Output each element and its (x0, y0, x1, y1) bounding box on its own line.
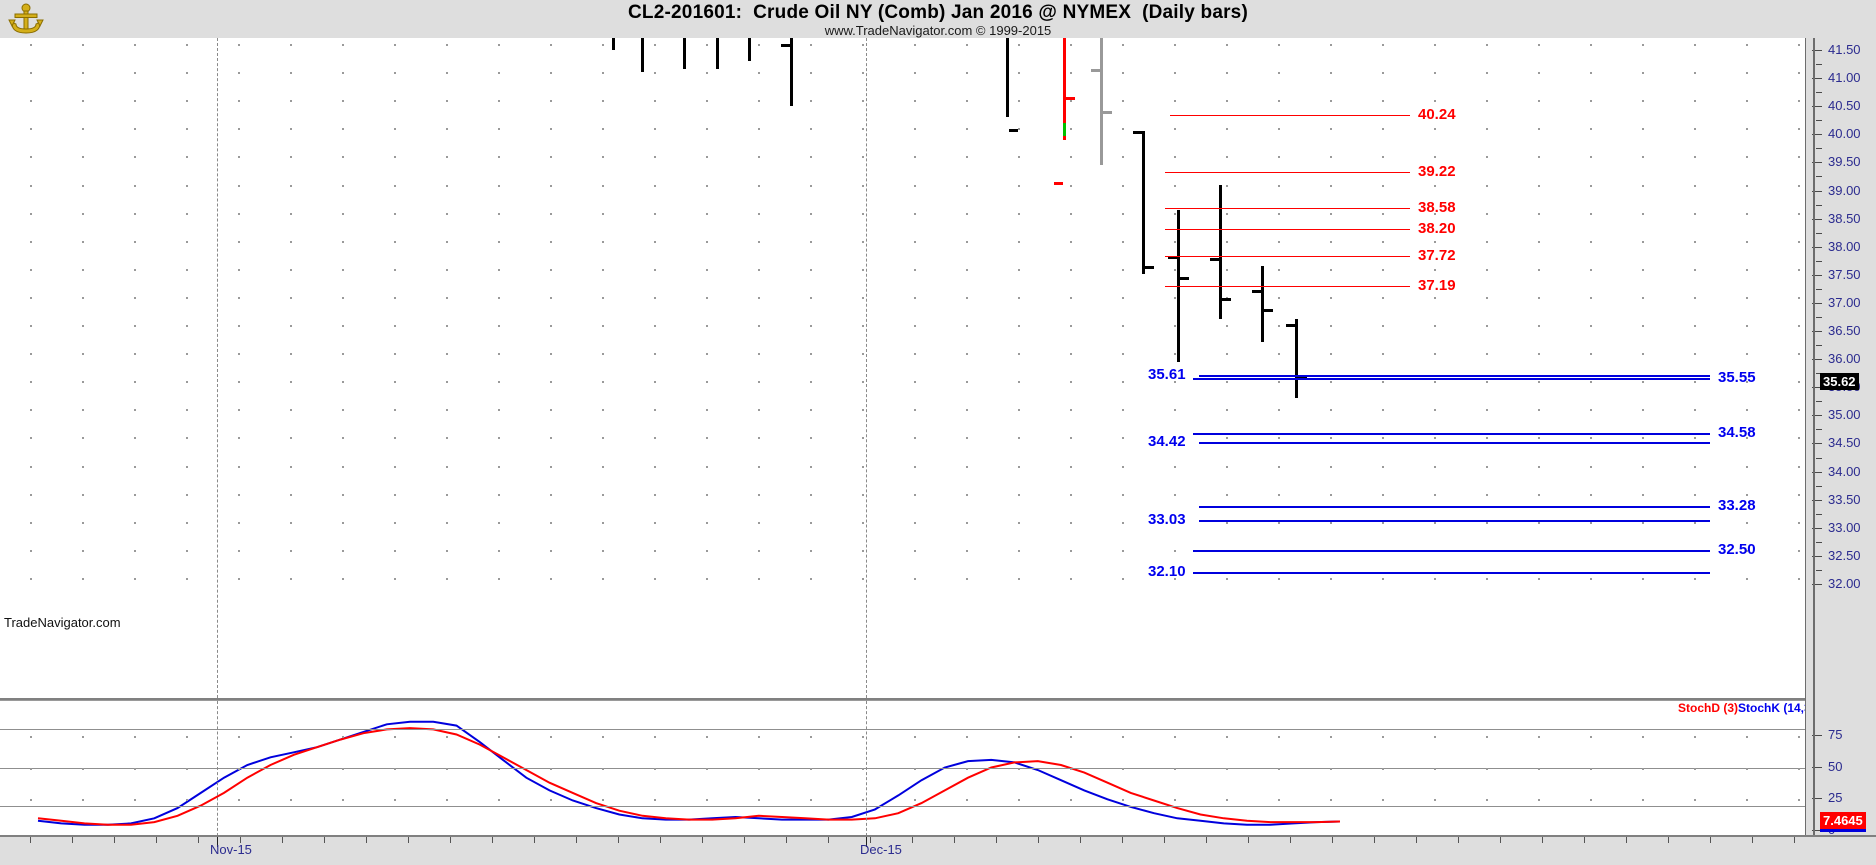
date-tick-major (866, 837, 867, 847)
stochd-line (37, 727, 1341, 826)
support-label-left: 33.03 (1148, 511, 1186, 528)
axis-spine (1813, 38, 1815, 835)
ohlc-open-tick (1091, 69, 1100, 73)
support-line-right (1193, 550, 1710, 552)
indicator-gridline (0, 729, 1805, 730)
stochk-line (37, 720, 1341, 826)
resistance-label: 40.24 (1418, 106, 1456, 123)
stochastic-curves (37, 720, 1341, 826)
resistance-line (1165, 256, 1410, 257)
support-label-right: 32.50 (1718, 541, 1756, 558)
price-chart-pane[interactable]: 40.24 39.22 38.58 38.20 37.72 37.19 35.61 35.55… (0, 38, 1805, 700)
current-price-tag: 35.62 (1820, 373, 1859, 390)
ohlc-bar (1295, 319, 1298, 399)
watermark-label: TradeNavigator.com (4, 615, 121, 630)
ohlc-bar (1100, 38, 1103, 165)
support-line-right (1193, 433, 1710, 435)
ohlc-bar (716, 38, 719, 70)
ohlc-open-tick (1133, 131, 1142, 135)
support-label-right: 34.58 (1718, 424, 1756, 441)
resistance-line (1165, 286, 1410, 287)
ohlc-open-tick (1210, 257, 1219, 261)
resistance-label: 39.22 (1418, 163, 1456, 180)
support-label-left: 32.10 (1148, 563, 1186, 580)
support-label-right: 35.55 (1718, 369, 1756, 386)
ohlc-open-tick (781, 44, 790, 47)
resistance-label: 37.72 (1418, 247, 1456, 264)
resistance-label: 37.19 (1418, 277, 1456, 294)
resistance-line (1165, 229, 1410, 230)
support-label-left: 34.42 (1148, 433, 1186, 450)
resistance-line (1165, 208, 1410, 209)
date-tick-major (217, 837, 218, 847)
date-label-dec: Dec-15 (860, 842, 902, 857)
resistance-line (1170, 115, 1410, 116)
indicator-gridline (0, 768, 1805, 769)
support-line-right (1199, 506, 1710, 508)
support-line-right (1193, 378, 1710, 380)
ohlc-close-tick (1180, 277, 1189, 281)
session-divider-dec (866, 38, 867, 698)
support-label-right: 33.28 (1718, 497, 1756, 514)
ohlc-open-tick (1286, 323, 1295, 327)
ohlc-open-tick (1054, 181, 1063, 185)
support-line-left (1199, 520, 1710, 522)
price-axis[interactable]: 41.50 41.00 40.50 40.00 39.50 39.00 38.50 38.00… (1805, 38, 1876, 837)
session-divider-nov (217, 38, 218, 698)
legend-stoch-k: StochK (14,3) (1738, 701, 1815, 715)
ohlc-open-tick (1168, 256, 1177, 260)
ohlc-bar (641, 38, 644, 73)
copyright-subtitle: www.TradeNavigator.com © 1999-2015 (824, 23, 1052, 38)
ohlc-bar (1261, 266, 1264, 342)
ohlc-close-tick (1009, 129, 1018, 133)
ohlc-bar (790, 38, 793, 106)
ohlc-close-tick (1264, 309, 1273, 313)
ohlc-close-tick (1066, 97, 1075, 101)
resistance-label: 38.58 (1418, 199, 1456, 216)
resistance-line (1165, 172, 1410, 173)
date-label-nov: Nov-15 (210, 842, 252, 857)
ohlc-bar (1142, 131, 1145, 275)
ohlc-bar-close-green (1063, 122, 1066, 136)
ohlc-bar (1006, 38, 1009, 118)
legend-stoch-d: StochD (3) (1678, 701, 1738, 715)
ohlc-close-tick (1222, 298, 1231, 302)
ohlc-close-tick (1103, 111, 1112, 115)
support-line-left (1193, 572, 1710, 574)
chart-header: CL2-201601: Crude Oil NY (Comb) Jan 2016… (0, 0, 1876, 38)
page-title: CL2-201601: Crude Oil NY (Comb) Jan 2016… (628, 2, 1248, 23)
ohlc-bar (612, 38, 615, 50)
support-line-left (1199, 375, 1710, 377)
ohlc-open-tick (1252, 290, 1261, 294)
ohlc-bar (748, 38, 751, 61)
current-indicator-tag: 7.4645 (1820, 812, 1866, 832)
ohlc-bar (683, 38, 686, 70)
stochastic-pane[interactable] (0, 700, 1805, 836)
anchor-icon (8, 3, 44, 34)
ohlc-bar (1219, 184, 1222, 320)
support-line-left (1199, 442, 1710, 444)
ohlc-bar (1063, 38, 1066, 140)
ohlc-bar (1177, 209, 1180, 362)
indicator-gridline (0, 806, 1805, 807)
support-label-left: 35.61 (1148, 366, 1186, 383)
date-axis[interactable]: Nov-15 Dec-15 (0, 835, 1876, 865)
ohlc-close-tick (1145, 266, 1154, 270)
resistance-label: 38.20 (1418, 220, 1456, 237)
